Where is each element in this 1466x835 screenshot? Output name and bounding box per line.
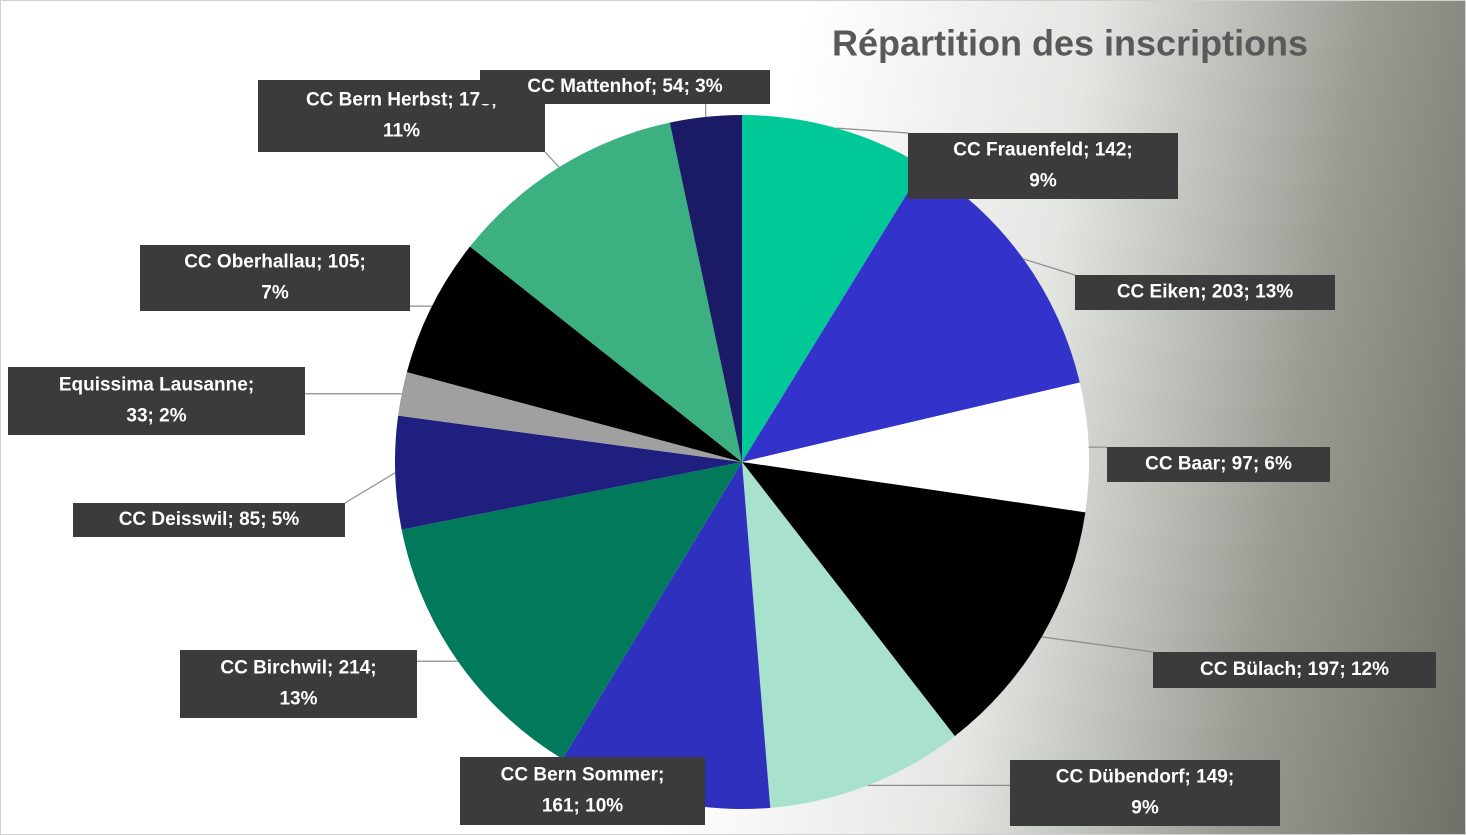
data-label: CC Bern Sommer; <box>501 765 665 786</box>
data-label: Equissima Lausanne; <box>59 375 254 396</box>
page: Répartition des inscriptions CC Frauenfe… <box>0 0 1466 835</box>
leader-line <box>1042 637 1153 652</box>
data-label: CC Mattenhof; 54; 3% <box>527 76 722 97</box>
data-label: 9% <box>1029 171 1057 192</box>
data-label: 9% <box>1131 798 1159 819</box>
data-label: CC Bern Herbst; 178; <box>306 90 497 111</box>
data-label: CC Dübendorf; 149; <box>1056 767 1234 788</box>
data-label: CC Eiken; 203; 13% <box>1117 282 1293 303</box>
data-label: 33; 2% <box>126 406 186 427</box>
data-label: CC Birchwil; 214; <box>220 658 376 679</box>
data-label: CC Oberhallau; 105; <box>184 252 366 273</box>
leader-line <box>345 473 395 503</box>
data-label: 11% <box>383 121 420 142</box>
data-label: 13% <box>279 689 317 710</box>
leader-line <box>545 152 559 167</box>
data-label: CC Bülach; 197; 12% <box>1200 659 1389 680</box>
data-label: CC Deisswil; 85; 5% <box>119 509 300 530</box>
data-label: 7% <box>261 283 289 304</box>
data-label: CC Frauenfeld; 142; <box>953 140 1132 161</box>
data-label: 161; 10% <box>542 796 623 817</box>
data-label: CC Baar; 97; 6% <box>1145 454 1292 475</box>
chart-title: Répartition des inscriptions <box>832 23 1308 64</box>
chart: Répartition des inscriptions CC Frauenfe… <box>0 0 1466 835</box>
